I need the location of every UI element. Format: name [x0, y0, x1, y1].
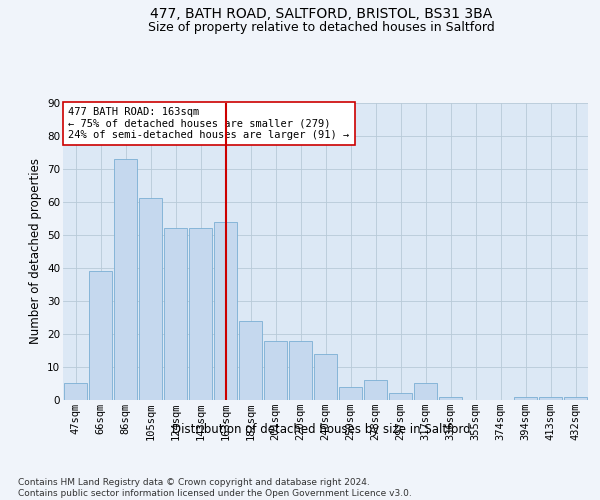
Bar [89, 271, 112, 400]
Y-axis label: Number of detached properties: Number of detached properties [29, 158, 41, 344]
Bar [239, 320, 262, 400]
Bar [338, 387, 362, 400]
Bar [214, 222, 238, 400]
Bar [64, 384, 88, 400]
Bar [188, 228, 212, 400]
Bar [439, 396, 463, 400]
Bar [139, 198, 163, 400]
Text: Size of property relative to detached houses in Saltford: Size of property relative to detached ho… [148, 21, 494, 34]
Bar [389, 394, 412, 400]
Bar [514, 396, 538, 400]
Bar [364, 380, 388, 400]
Text: Contains HM Land Registry data © Crown copyright and database right 2024.
Contai: Contains HM Land Registry data © Crown c… [18, 478, 412, 498]
Bar [314, 354, 337, 400]
Text: 477, BATH ROAD, SALTFORD, BRISTOL, BS31 3BA: 477, BATH ROAD, SALTFORD, BRISTOL, BS31 … [150, 8, 492, 22]
Text: Distribution of detached houses by size in Saltford: Distribution of detached houses by size … [172, 422, 470, 436]
Bar [539, 396, 562, 400]
Bar [289, 340, 313, 400]
Bar [563, 396, 587, 400]
Bar [263, 340, 287, 400]
Bar [413, 384, 437, 400]
Text: 477 BATH ROAD: 163sqm
← 75% of detached houses are smaller (279)
24% of semi-det: 477 BATH ROAD: 163sqm ← 75% of detached … [68, 107, 349, 140]
Bar [164, 228, 187, 400]
Bar [113, 158, 137, 400]
